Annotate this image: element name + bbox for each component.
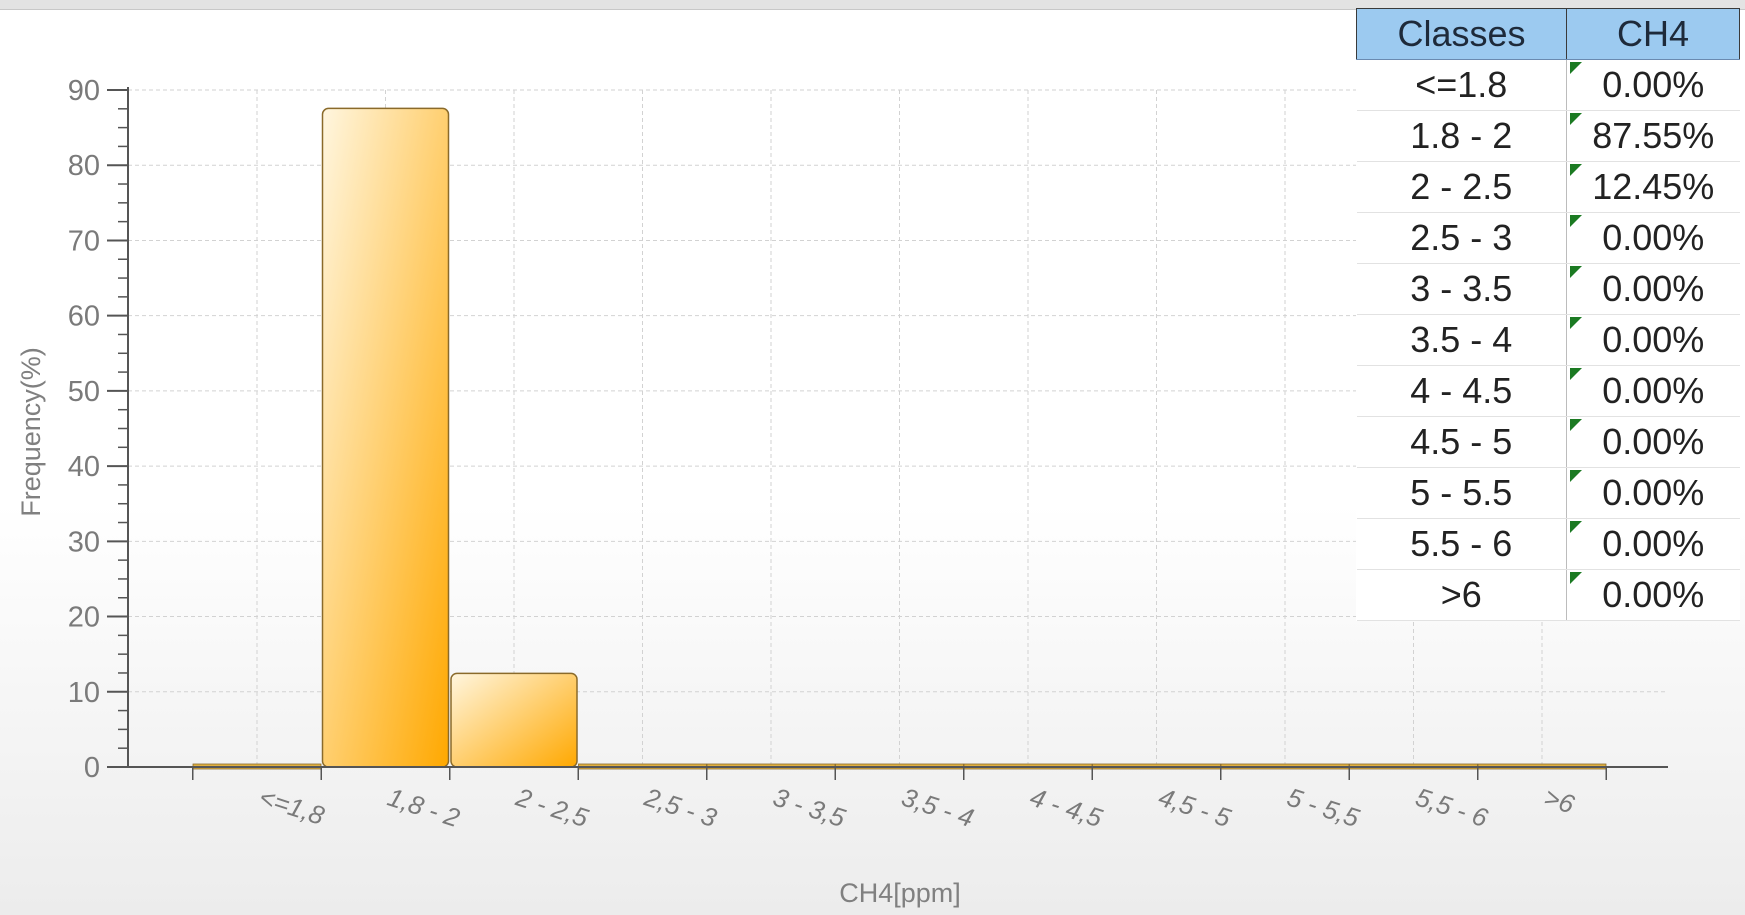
class-cell: 5 - 5.5 xyxy=(1356,467,1567,519)
x-tick-label: 4 - 4,5 xyxy=(1027,782,1107,833)
table-row: >6 0.00% xyxy=(1356,569,1740,621)
table-row: 3.5 - 4 0.00% xyxy=(1356,314,1740,366)
class-cell: >6 xyxy=(1356,569,1567,621)
ch4-value-cell: 87.55% xyxy=(1566,110,1740,162)
class-cell: 4 - 4.5 xyxy=(1356,365,1567,417)
table-header-row: Classes CH4 xyxy=(1356,8,1740,60)
y-tick-label: 50 xyxy=(68,376,100,408)
y-tick-label: 80 xyxy=(68,150,100,182)
panel-top-border xyxy=(0,0,1745,10)
y-tick-label: 20 xyxy=(68,602,100,634)
table-row: 4.5 - 5 0.00% xyxy=(1356,416,1740,468)
x-tick-label: 2,5 - 3 xyxy=(640,781,721,833)
x-tick-label: 3,5 - 4 xyxy=(898,782,977,833)
table-row: <=1.8 0.00% xyxy=(1356,59,1740,111)
ch4-value-cell: 0.00% xyxy=(1566,59,1740,111)
y-tick-label: 10 xyxy=(68,677,100,709)
x-tick-label: 3 - 3,5 xyxy=(770,782,850,833)
table-row: 3 - 3.5 0.00% xyxy=(1356,263,1740,315)
ch4-value-cell: 0.00% xyxy=(1566,416,1740,468)
class-cell: 2.5 - 3 xyxy=(1356,212,1567,264)
table-row: 2.5 - 3 0.00% xyxy=(1356,212,1740,264)
x-tick-label: 4,5 - 5 xyxy=(1155,782,1235,833)
class-cell: 4.5 - 5 xyxy=(1356,416,1567,468)
table-body: <=1.8 0.00% 1.8 - 2 87.55% 2 - 2.5 12.45% 2.5 … xyxy=(1356,59,1740,621)
axis-labels: 0 10 20 30 40 50 60 70 80 90 <=1,8 1,8 - 2 2 - 2,5 2,… xyxy=(68,75,1579,833)
classes-column-header: Classes xyxy=(1356,8,1567,60)
ch4-value-cell: 0.00% xyxy=(1566,518,1740,570)
table-row: 2 - 2.5 12.45% xyxy=(1356,161,1740,213)
x-tick-label: 5,5 - 6 xyxy=(1412,782,1492,833)
axes xyxy=(107,87,1668,780)
ch4-value-cell: 0.00% xyxy=(1566,467,1740,519)
y-tick-label: 40 xyxy=(68,451,100,483)
class-cell: 5.5 - 6 xyxy=(1356,518,1567,570)
y-tick-label: 70 xyxy=(68,225,100,257)
bar xyxy=(321,107,450,768)
table-row: 4 - 4.5 0.00% xyxy=(1356,365,1740,417)
ch4-value-cell: 12.45% xyxy=(1566,161,1740,213)
x-tick-label: >6 xyxy=(1541,782,1579,820)
y-tick-label: 30 xyxy=(68,526,100,558)
ch4-column-header: CH4 xyxy=(1566,8,1740,60)
class-cell: 3 - 3.5 xyxy=(1356,263,1567,315)
x-tick-label: 2 - 2,5 xyxy=(512,781,593,833)
table-row: 5 - 5.5 0.00% xyxy=(1356,467,1740,519)
y-tick-label: 90 xyxy=(68,75,100,107)
class-frequency-table: Classes CH4 <=1.8 0.00% 1.8 - 2 87.55% 2 - 2… xyxy=(1356,8,1740,621)
table-row: 1.8 - 2 87.55% xyxy=(1356,110,1740,162)
class-cell: <=1.8 xyxy=(1356,59,1567,111)
x-tick-label: 5 - 5,5 xyxy=(1284,782,1364,833)
ch4-value-cell: 0.00% xyxy=(1566,263,1740,315)
x-tick-label: <=1,8 xyxy=(256,782,329,831)
ch4-value-cell: 0.00% xyxy=(1566,569,1740,621)
ch4-value-cell: 0.00% xyxy=(1566,365,1740,417)
y-axis-title: Frequency(%) xyxy=(16,347,46,517)
x-axis-title: CH4[ppm] xyxy=(839,878,961,908)
bar xyxy=(450,672,578,768)
class-cell: 2 - 2.5 xyxy=(1356,161,1567,213)
y-tick-label: 0 xyxy=(84,752,100,784)
table-row: 5.5 - 6 0.00% xyxy=(1356,518,1740,570)
ch4-value-cell: 0.00% xyxy=(1566,212,1740,264)
class-cell: 3.5 - 4 xyxy=(1356,314,1567,366)
ch4-value-cell: 0.00% xyxy=(1566,314,1740,366)
y-tick-label: 60 xyxy=(68,301,100,333)
x-tick-label: 1,8 - 2 xyxy=(384,782,464,833)
class-cell: 1.8 - 2 xyxy=(1356,110,1567,162)
